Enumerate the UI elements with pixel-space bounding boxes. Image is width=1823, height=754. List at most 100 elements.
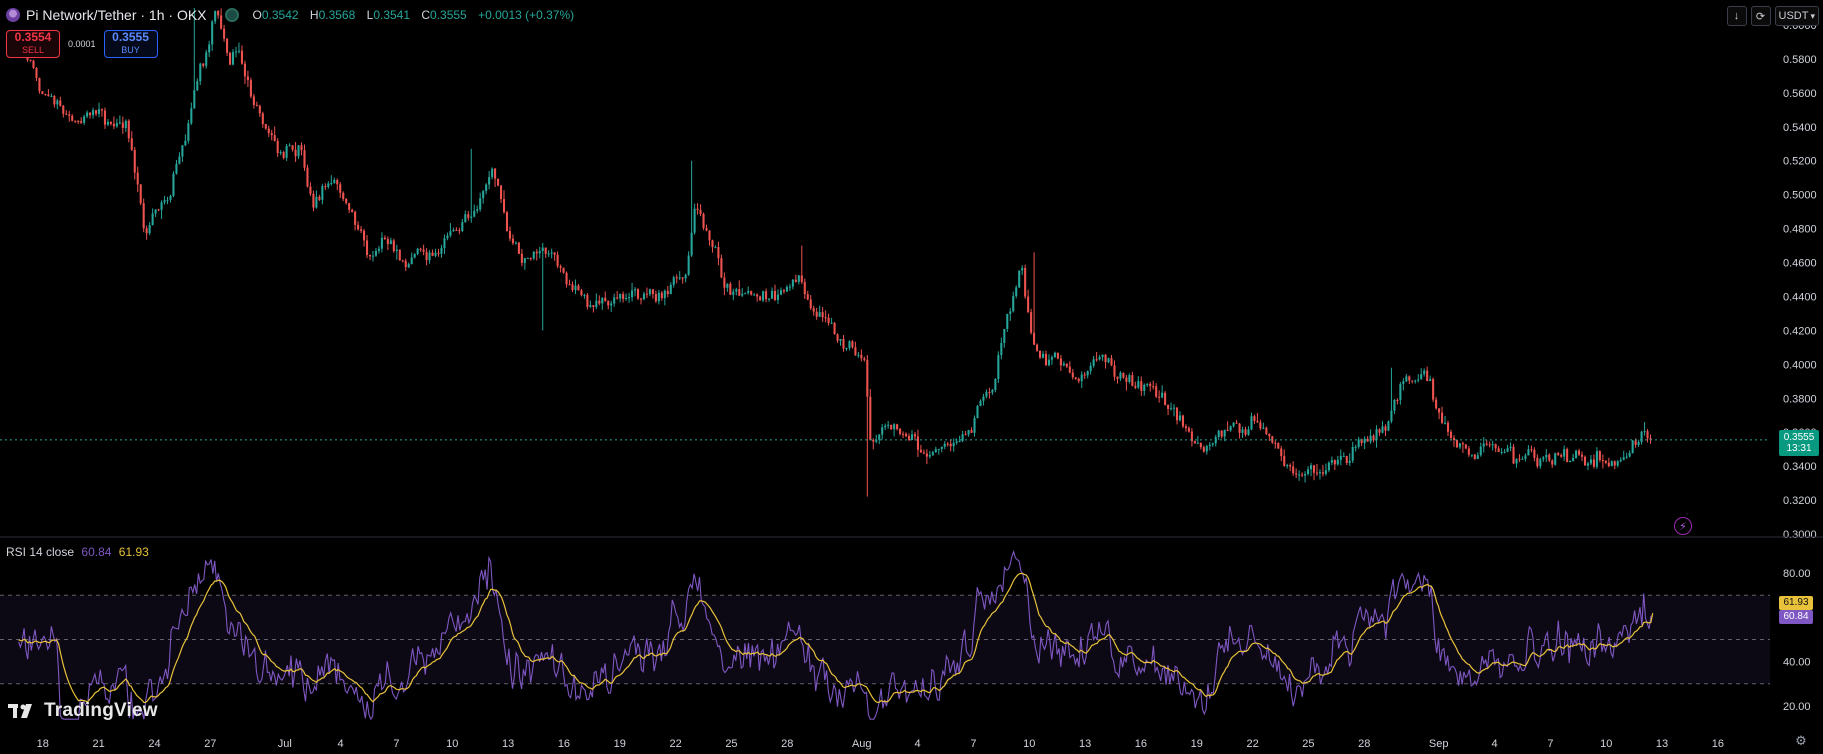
candle-body [907, 436, 911, 440]
refresh-icon[interactable]: ⟳ [1750, 6, 1771, 26]
candle-body [1497, 448, 1500, 452]
candle-body [163, 200, 166, 203]
candle-body [1619, 459, 1622, 462]
candle-body [1047, 359, 1051, 366]
candle-body [211, 21, 214, 45]
candle-body [1446, 422, 1450, 432]
price-tick-label: 0.4600 [1783, 258, 1817, 270]
sell-button[interactable]: 0.3554 SELL [6, 30, 60, 58]
candle-body [696, 208, 699, 211]
candle-body [485, 184, 488, 192]
candle-body [735, 289, 738, 292]
candle-body [711, 240, 714, 248]
candle-body [255, 104, 258, 106]
price-axis[interactable]: 0.30000.32000.34000.36000.38000.40000.42… [1783, 20, 1817, 541]
candle-body [32, 60, 35, 68]
tradingview-logo-icon [8, 704, 32, 718]
candle-body [1095, 359, 1098, 361]
time-axis[interactable]: 18 21 24 27 Jul 4 7 10 13 16 19 22 25 28 Aug 4 7 10 13 16 19… [37, 738, 1724, 750]
candle-body [669, 284, 672, 295]
candle-body [151, 213, 154, 225]
candle-body [354, 211, 357, 225]
candle-body [1589, 459, 1592, 464]
candle-body [288, 145, 291, 147]
candle-body [1485, 443, 1488, 445]
candle-body [904, 433, 908, 437]
candle-body [1631, 440, 1634, 453]
candle-body [1071, 372, 1074, 378]
candle-body [893, 424, 896, 430]
price-tick-label: 0.5800 [1783, 54, 1817, 66]
candle-body [997, 355, 1000, 379]
buy-button[interactable]: 0.3555 BUY [103, 30, 158, 58]
symbol-title[interactable]: Pi Network/Tether · 1h · OKX [26, 7, 207, 23]
candle-body [1038, 350, 1042, 358]
time-tick-label: Jul [278, 738, 292, 750]
candle-body [1077, 378, 1080, 382]
candle-body [282, 151, 285, 158]
tradingview-logo[interactable]: TradingView [8, 700, 158, 722]
last-price-tag[interactable]: 0.3555 13:31 [1779, 430, 1819, 456]
candle-body [1247, 429, 1250, 435]
time-tick-label: 13 [502, 738, 514, 750]
candle-body [41, 91, 44, 94]
candle-body [1268, 433, 1271, 437]
candle-body [556, 254, 559, 267]
candle-body [324, 186, 327, 188]
candle-body [497, 178, 500, 186]
candle-body [178, 156, 181, 164]
settings-gear-icon[interactable]: ⚙ [1795, 733, 1807, 748]
currency-dropdown[interactable]: USDT ▾ [1774, 6, 1819, 26]
candle-body [1193, 441, 1196, 444]
price-tick-label: 0.3800 [1783, 393, 1817, 405]
rsi-legend[interactable]: RSI 14 close 60.84 61.93 [6, 545, 149, 559]
candle-body [1053, 352, 1056, 358]
candle-body [1184, 426, 1187, 429]
candle-body [910, 434, 914, 440]
candle-body [1098, 357, 1101, 360]
price-tick-label: 0.3000 [1783, 529, 1817, 541]
candle-body [1458, 443, 1461, 448]
candle-body [851, 341, 854, 348]
candle-body [345, 199, 348, 204]
candle-body [571, 284, 574, 291]
price-tick-label: 0.5600 [1783, 88, 1817, 100]
candle-body [357, 224, 360, 230]
lightning-bolt-icon[interactable]: ⚡ [1674, 517, 1692, 535]
candle-body [1634, 440, 1637, 445]
candle-body [1030, 312, 1033, 333]
candle-body [62, 105, 65, 114]
candle-body [1033, 332, 1036, 345]
candle-body [1137, 381, 1140, 388]
candle-body [29, 59, 32, 61]
candle-body [1506, 448, 1509, 452]
candle-body [1443, 422, 1447, 424]
candle-body [1476, 455, 1479, 459]
time-tick-label: 21 [93, 738, 105, 750]
candle-body [1256, 420, 1259, 423]
candle-body [1080, 374, 1083, 382]
candle-body [1592, 459, 1595, 467]
candle-body [681, 277, 684, 279]
candle-body [1012, 295, 1015, 312]
time-tick-label: 13 [1079, 738, 1091, 750]
candle-body [693, 208, 696, 233]
candle-body [407, 264, 410, 268]
candle-body [815, 311, 818, 317]
candle-body [1539, 459, 1542, 467]
candle-body [699, 210, 702, 214]
candle-body [187, 123, 190, 141]
candle-body [1637, 442, 1640, 445]
candle-body [884, 425, 887, 428]
candle-body [1649, 438, 1652, 440]
pi-network-coin-icon[interactable] [6, 8, 20, 22]
candle-body [782, 290, 785, 292]
arrow-down-icon[interactable]: ↓ [1726, 6, 1747, 26]
candle-body [541, 247, 544, 252]
market-open-dot-icon[interactable] [224, 8, 239, 22]
candle-body [202, 63, 205, 66]
candle-body [806, 294, 809, 300]
price-tick-label: 0.4000 [1783, 359, 1817, 371]
candle-body [1309, 465, 1313, 470]
